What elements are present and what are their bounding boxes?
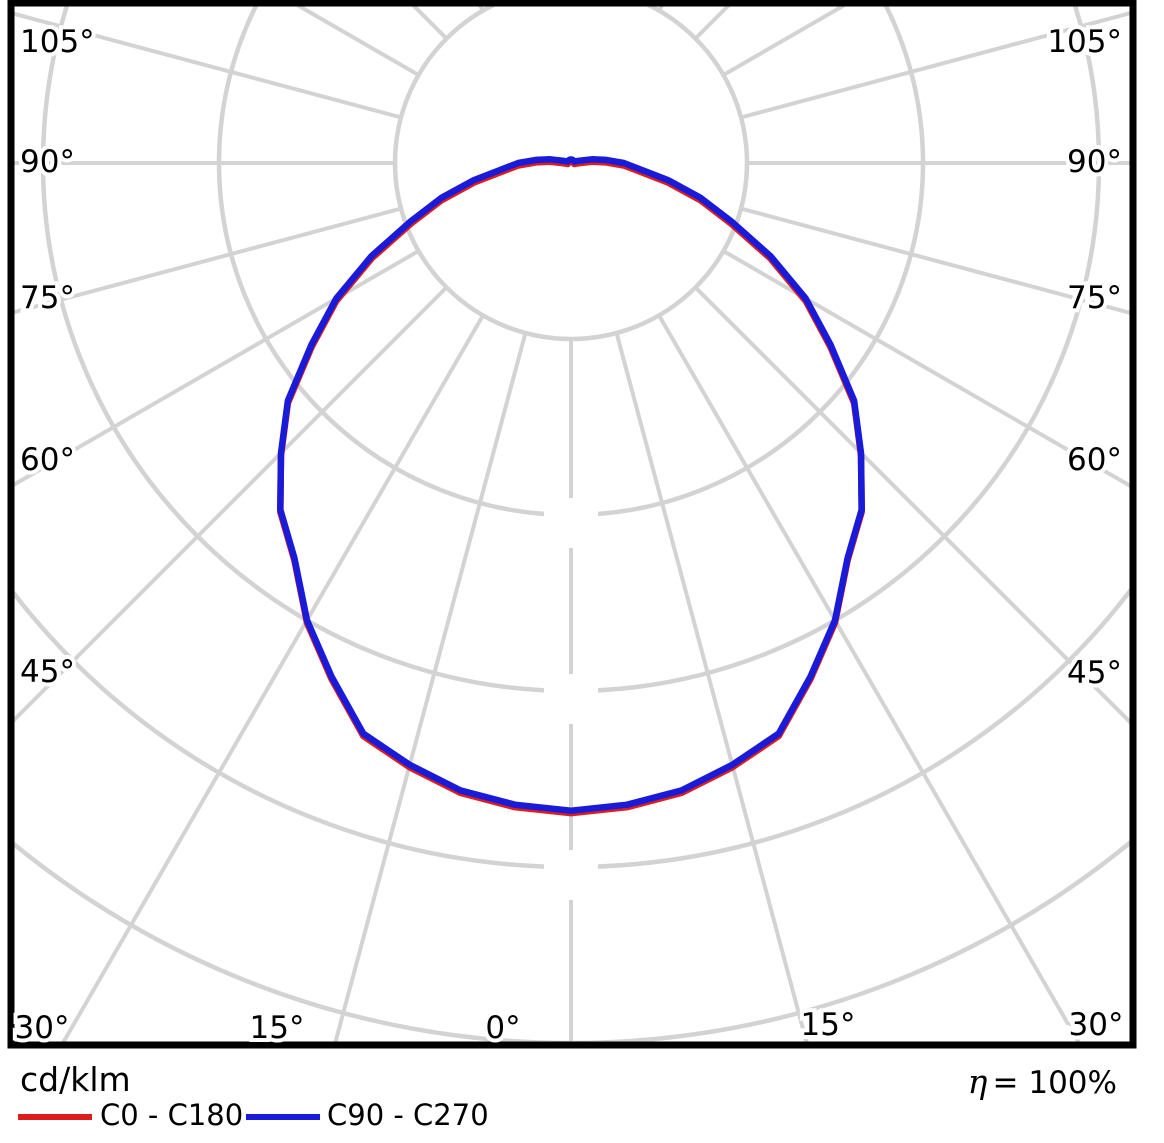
grid-ring xyxy=(14,587,1130,870)
efficiency-label: η = 100% xyxy=(968,1062,1117,1101)
angle-tick-label: 30° xyxy=(15,1010,70,1046)
ring-value-knockout xyxy=(544,674,598,724)
legend-label: C0 - C180 xyxy=(100,1098,244,1132)
grid-ring xyxy=(392,6,750,342)
curve-c90-c270 xyxy=(277,156,865,814)
legend-swatch-c0-c180 xyxy=(18,1114,92,1120)
grid-spoke xyxy=(740,11,1130,120)
grid-spoke xyxy=(694,286,1130,725)
angle-tick-label: 30° xyxy=(1069,1007,1124,1043)
grid-spoke xyxy=(61,314,485,1042)
angle-tick-label: 15° xyxy=(250,1010,305,1046)
angle-tick-label: 90° xyxy=(1067,144,1122,180)
angle-tick-label: 60° xyxy=(1067,442,1122,478)
ring-value-knockout xyxy=(544,850,598,900)
angle-tick-label: 75° xyxy=(20,280,75,316)
grid-spoke xyxy=(14,206,402,315)
angle-tick-label: 60° xyxy=(20,442,75,478)
angle-tick-label: 75° xyxy=(1067,280,1122,316)
legend-label: C90 - C270 xyxy=(327,1098,489,1132)
angle-tick-label: 105° xyxy=(1047,24,1122,60)
eta-symbol: η xyxy=(967,1062,988,1101)
legend-swatch-c90-c270 xyxy=(246,1114,320,1120)
grid-spoke xyxy=(333,332,528,1042)
eta-value: = 100% xyxy=(992,1065,1117,1101)
grid-spoke xyxy=(14,11,402,120)
diagram-footer: cd/klm C0 - C180 C90 - C270 η = 100% xyxy=(0,1052,1164,1143)
angle-tick-label: 45° xyxy=(20,654,75,690)
grid-spoke xyxy=(14,286,448,723)
grid-spoke xyxy=(722,249,1130,488)
unit-label: cd/klm xyxy=(20,1060,131,1099)
angle-tick-label: 15° xyxy=(801,1007,856,1043)
angle-tick-label: 105° xyxy=(20,24,95,60)
grid-spoke xyxy=(657,314,1081,1042)
angle-tick-label: 0° xyxy=(485,1010,520,1046)
ring-value-knockout xyxy=(544,498,598,548)
grid-spoke xyxy=(14,249,420,487)
grid-spoke xyxy=(740,206,1130,315)
plot-frame xyxy=(7,0,1137,1049)
angle-tick-label: 90° xyxy=(20,144,75,180)
legend: C0 - C180 C90 - C270 xyxy=(0,1098,1164,1138)
grid-spoke xyxy=(614,332,809,1042)
angle-tick-label: 45° xyxy=(1067,655,1122,691)
